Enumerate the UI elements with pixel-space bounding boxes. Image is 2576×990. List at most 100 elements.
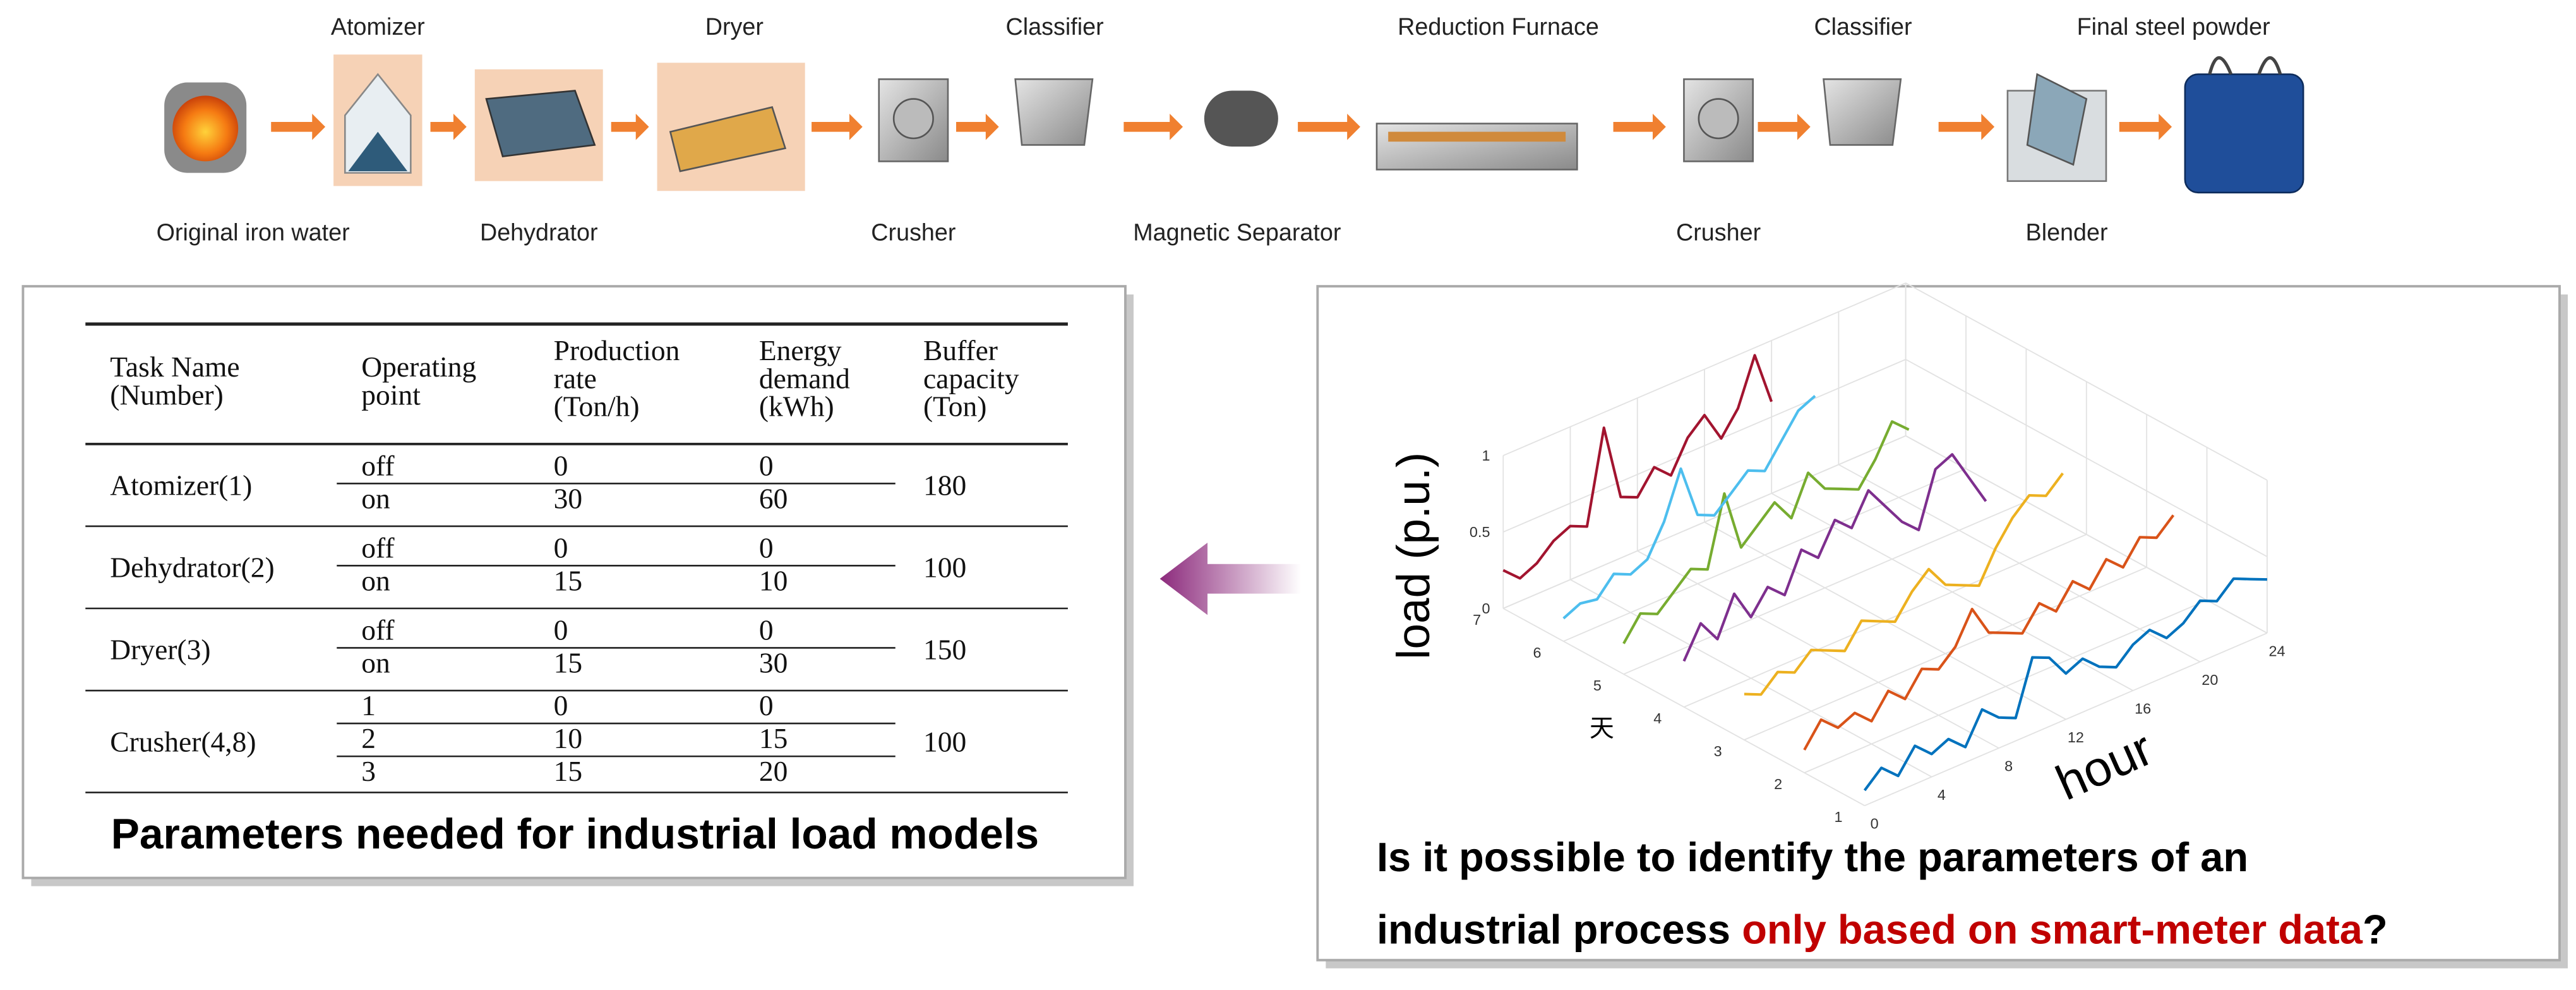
iron-water (172, 95, 239, 162)
stage-label: Reduction Furnace (1398, 13, 1599, 40)
x-tick-label: 24 (2269, 643, 2285, 659)
grid-line (1502, 282, 1906, 456)
question-end: ? (2363, 907, 2388, 953)
arrow (2119, 113, 2172, 140)
table-header: Operating (361, 351, 476, 383)
grid-line (1502, 359, 1906, 533)
table-cell: 0 (759, 689, 774, 721)
table-cell: 15 (554, 564, 583, 596)
table-cell: 0 (554, 613, 568, 646)
table-cell: 15 (554, 646, 583, 679)
stage-label: Dryer (705, 13, 764, 40)
furnace-heat (1388, 131, 1566, 142)
table-cell: 15 (759, 722, 788, 754)
x-tick-label: 20 (2202, 672, 2218, 688)
table-cell: 10 (759, 564, 788, 596)
table-header: Energy (759, 334, 842, 366)
arrow (1613, 113, 1666, 140)
arrow (1298, 113, 1360, 140)
table-cell: 10 (554, 722, 583, 754)
table-header: point (361, 378, 421, 411)
caption: Parameters needed for industrial load mo… (111, 811, 1039, 858)
stage-label: Blender (2026, 219, 2108, 245)
load-line (1803, 514, 2175, 751)
table-cell: 15 (554, 755, 583, 787)
x-tick-label: 16 (2135, 700, 2151, 716)
atomizer (344, 73, 412, 174)
table-cell: 30 (759, 646, 788, 679)
task-name: Atomizer(1) (110, 469, 252, 502)
grid-line (1563, 468, 1967, 642)
table-header: demand (759, 362, 850, 394)
arrow (271, 113, 326, 140)
arrow (956, 113, 999, 140)
furnace (1375, 123, 1578, 171)
atomizer-powder (348, 131, 408, 172)
arrow (1758, 113, 1811, 140)
grid-line (1905, 282, 2268, 481)
table-header: (Number) (110, 378, 223, 411)
question-text: industrial process (1377, 907, 1730, 953)
question-highlight: only based on smart-meter data (1742, 907, 2363, 953)
left-panel (21, 285, 1127, 879)
task-name: Dehydrator(2) (110, 552, 274, 584)
y-tick-label: 1 (1834, 809, 1842, 825)
arrow (430, 113, 467, 140)
magnetic-separator (1204, 90, 1278, 147)
z-tick-label: 1 (1482, 447, 1490, 464)
stage-label: Crusher (871, 219, 956, 245)
buffer-capacity: 100 (923, 725, 966, 758)
stage-label: Final steel powder (2077, 13, 2270, 40)
z-tick-label: 0 (1482, 600, 1490, 617)
grid-line (1502, 435, 1906, 609)
crusher-rotor (892, 98, 934, 140)
load-line (1622, 420, 1910, 644)
x-tick-label: 0 (1871, 816, 1879, 832)
powder-bag (2184, 73, 2304, 194)
load-line (1744, 472, 2064, 696)
x-tick-label: 12 (2068, 729, 2084, 746)
buffer-capacity: 150 (923, 634, 966, 666)
task-name: Crusher(4,8) (110, 725, 256, 758)
table-cell: on (361, 482, 390, 514)
table-cell: off (361, 613, 395, 646)
arrow (1123, 113, 1183, 140)
y-tick-label: 7 (1473, 612, 1481, 628)
left-arrow (1159, 542, 1302, 615)
question-line-1: Is it possible to identify the parameter… (1377, 834, 2248, 880)
y-tick-label: 3 (1714, 743, 1722, 759)
table-cell: off (361, 449, 395, 481)
load-line (1863, 577, 2267, 792)
stage-label: Atomizer (331, 13, 425, 40)
crusher (878, 78, 949, 162)
buffer-capacity: 100 (923, 552, 966, 584)
stage-label: Classifier (1814, 13, 1912, 40)
y-axis-label: 天 (1590, 715, 1614, 742)
x-tick-label: 8 (2004, 758, 2013, 775)
y-tick-label: 4 (1653, 710, 1662, 727)
grid-line (1744, 567, 2147, 740)
dryer (669, 106, 787, 172)
table-header: Task Name (110, 351, 239, 383)
arrow (1938, 113, 1995, 140)
load-line (1562, 395, 1816, 620)
grid-line (1804, 600, 2207, 773)
task-name: Dryer(3) (110, 634, 210, 666)
bag-handles (2208, 56, 2282, 75)
table-cell: 0 (554, 449, 568, 481)
arrow (812, 113, 863, 140)
stage-label: Original iron water (157, 219, 350, 245)
y-tick-label: 5 (1593, 677, 1602, 694)
x-tick-label: 4 (1938, 787, 1946, 803)
question-line-2: industrial process only based on smart-me… (1377, 907, 2388, 953)
table-cell: off (361, 531, 395, 564)
stage-label: Magnetic Separator (1133, 219, 1341, 245)
y-tick-label: 2 (1774, 776, 1782, 792)
table-header: (kWh) (759, 390, 834, 423)
table-header: capacity (923, 362, 1019, 394)
stage-label: Dehydrator (480, 219, 598, 245)
process-arrows (271, 113, 2172, 140)
